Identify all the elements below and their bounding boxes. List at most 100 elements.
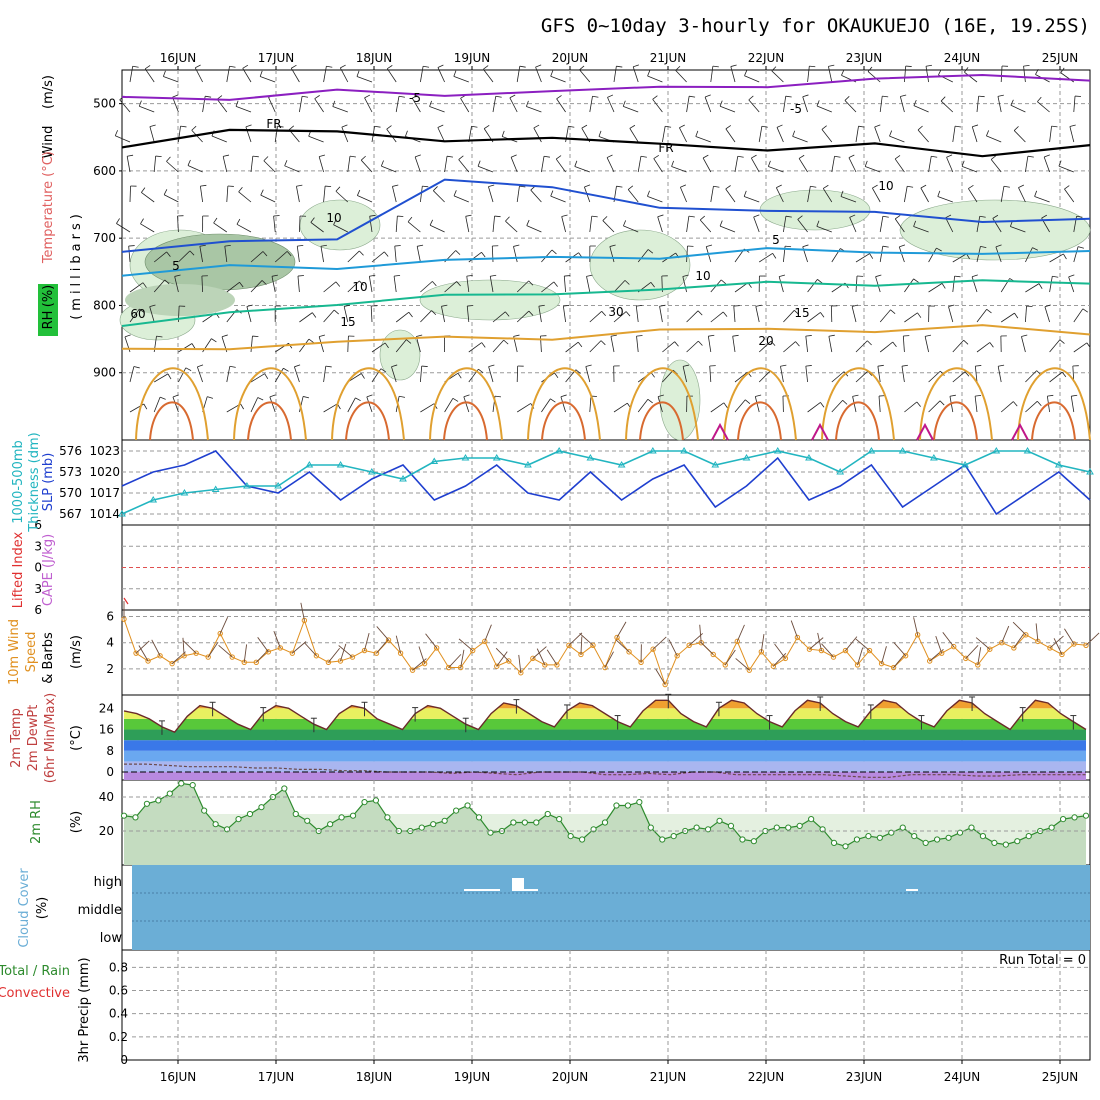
wind-barb-flag (417, 244, 424, 247)
wind-speed-point (987, 646, 993, 652)
temp-band (124, 700, 1086, 709)
top-date-axis: 16JUN 17JUN 18JUN 19JUN 20JUN 21JUN 22JUN 23JUN… (160, 51, 1078, 70)
wind-barb (128, 246, 131, 263)
wind-barb (732, 336, 736, 353)
wind-speed-point (337, 658, 344, 664)
wind-barb (855, 253, 870, 263)
wind-speed-point (806, 646, 813, 652)
wind-barb (140, 223, 155, 233)
wind-barb-flag (429, 100, 432, 107)
wind-barb-flag (622, 100, 626, 107)
wind-barb (831, 156, 835, 173)
wind-barb-flag (398, 395, 406, 398)
wind-barb (541, 398, 551, 413)
wind-barb-flag (510, 154, 517, 158)
wind-barb-flag (625, 311, 631, 317)
wind-barb (541, 156, 545, 173)
wind-barb-flag (1037, 96, 1042, 102)
wind-speed-point (746, 667, 752, 673)
wind-barb (126, 156, 131, 173)
wind-barb-10m (292, 641, 307, 654)
wind-speed-point (205, 654, 211, 660)
wind-barb (561, 216, 566, 233)
wind-barb-10m (774, 643, 786, 659)
wind-barb (533, 127, 542, 143)
wind-barb (974, 366, 978, 383)
rh-point (578, 836, 586, 843)
wind-barb-flag (761, 125, 768, 128)
frame-precip (121, 949, 1091, 1061)
wind-barb (1000, 186, 1005, 203)
wind-barb (964, 71, 978, 83)
wind-barb (535, 66, 542, 83)
wind-barb-flag (823, 184, 829, 189)
wind-barb (420, 281, 433, 293)
wind-barb-flag (792, 130, 796, 137)
wind-barb (187, 165, 203, 173)
wind-barb (271, 276, 276, 293)
contour-label-10: 10 (352, 280, 367, 294)
wind-barb-flag (433, 186, 438, 191)
wind-barb (371, 251, 385, 263)
wind-barb (293, 366, 300, 383)
wind-barb-flag (809, 65, 816, 68)
wind-barb-flag (849, 214, 856, 218)
wind-barb (734, 399, 746, 413)
wind-barb (509, 97, 518, 113)
rh-point (899, 824, 906, 831)
wind-barb-flag (882, 215, 889, 218)
wind-barb-10m (448, 654, 462, 668)
wind-barb-flag (916, 401, 921, 407)
thickness-point (648, 447, 657, 454)
wind-barb-10m (425, 633, 438, 649)
wind-barb-flag (314, 95, 320, 100)
contour-35-loop (916, 422, 934, 441)
wind-speed-point (902, 653, 909, 659)
wind-barb-flag (185, 367, 192, 371)
wind-speed-point (433, 645, 440, 651)
wind-barb (997, 366, 1002, 383)
contour-30-loop (639, 401, 684, 441)
wind-barb (429, 224, 445, 233)
wind-barb-flag (616, 65, 623, 68)
wind-barb (894, 218, 905, 233)
wind-barb-10m (845, 636, 858, 651)
wind-barb-flag (505, 216, 510, 222)
wind-barb (516, 66, 521, 83)
wind-barb-flag (971, 274, 978, 278)
contour-30-loop (737, 401, 782, 441)
wind-barb-flag (205, 95, 212, 98)
wind-barb (662, 126, 666, 143)
rh-point (716, 817, 723, 824)
wind-barb-flag (592, 95, 599, 98)
wind-barb-flag (633, 64, 640, 68)
wind-barb (333, 224, 348, 233)
wind-barb-flag (551, 249, 557, 255)
wind-barb (976, 342, 991, 353)
contour-label-15: 15 (794, 306, 809, 320)
wind-barb (415, 336, 421, 353)
wind-barb-flag (166, 251, 171, 257)
wind-speed-point (385, 637, 392, 643)
wind-speed-point (842, 647, 849, 654)
wind-barb-flag (236, 218, 241, 225)
contour-label-60: 60 (130, 307, 145, 321)
wind-barb-flag (519, 65, 526, 68)
wind10-label-a: 10m Wind (7, 619, 22, 685)
rh-point (934, 836, 941, 843)
rh-point (1082, 812, 1090, 819)
wind-barb-flag (1069, 124, 1076, 127)
wind-barb-flag (477, 160, 481, 167)
contour-25-loop (723, 367, 797, 441)
thickness-point (118, 510, 126, 517)
wind-barb (505, 220, 518, 233)
rh-label-a: 2m RH (29, 800, 44, 844)
thickness-point (1054, 461, 1063, 468)
wind-barb-flag (751, 154, 757, 159)
run-total-label: Run Total = 0 (999, 953, 1086, 968)
thickness-point (961, 461, 969, 468)
wind-barb (952, 253, 967, 263)
thickness-point (867, 447, 876, 454)
wind-barb (734, 371, 748, 383)
